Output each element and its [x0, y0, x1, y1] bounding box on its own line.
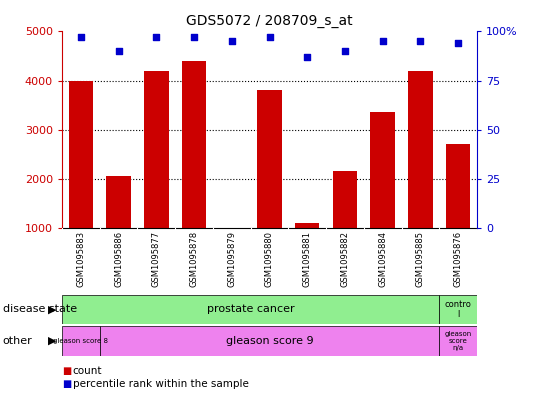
Text: prostate cancer: prostate cancer — [207, 305, 294, 314]
Point — [378, 38, 387, 44]
Point — [152, 34, 161, 40]
Text: GSM1095878: GSM1095878 — [190, 231, 198, 287]
Bar — [295, 223, 320, 277]
Bar — [106, 176, 131, 277]
Point — [114, 48, 123, 54]
Point — [303, 54, 312, 60]
Text: ▶: ▶ — [48, 336, 57, 346]
Text: ■: ■ — [62, 379, 71, 389]
Text: GSM1095882: GSM1095882 — [341, 231, 349, 287]
Bar — [62, 326, 100, 356]
Bar — [219, 228, 244, 277]
Bar — [408, 71, 433, 277]
Text: GSM1095880: GSM1095880 — [265, 231, 274, 287]
Bar — [144, 71, 169, 277]
Text: ■: ■ — [62, 366, 71, 376]
Text: disease state: disease state — [3, 304, 77, 314]
Text: GSM1095884: GSM1095884 — [378, 231, 387, 287]
Bar — [439, 295, 477, 324]
Text: gleason score 8: gleason score 8 — [53, 338, 108, 344]
Text: GSM1095886: GSM1095886 — [114, 231, 123, 287]
Text: other: other — [3, 336, 32, 346]
Text: GSM1095877: GSM1095877 — [152, 231, 161, 287]
Text: gleason
score
n/a: gleason score n/a — [445, 331, 472, 351]
Bar — [100, 326, 439, 356]
Bar — [182, 61, 206, 277]
Point — [341, 48, 349, 54]
Point — [265, 34, 274, 40]
Bar — [446, 144, 471, 277]
Point — [454, 40, 462, 46]
Bar — [333, 171, 357, 277]
Text: GSM1095885: GSM1095885 — [416, 231, 425, 287]
Text: GSM1095879: GSM1095879 — [227, 231, 236, 287]
Text: contro
l: contro l — [445, 300, 472, 319]
Text: count: count — [73, 366, 102, 376]
Text: GSM1095881: GSM1095881 — [303, 231, 312, 287]
Title: GDS5072 / 208709_s_at: GDS5072 / 208709_s_at — [186, 14, 353, 28]
Text: GSM1095883: GSM1095883 — [77, 231, 85, 287]
Bar — [68, 81, 93, 277]
Point — [77, 34, 85, 40]
Bar — [439, 326, 477, 356]
Point — [227, 38, 236, 44]
Point — [190, 34, 198, 40]
Point — [416, 38, 425, 44]
Text: GSM1095876: GSM1095876 — [454, 231, 462, 287]
Text: gleason score 9: gleason score 9 — [226, 336, 313, 346]
Bar — [370, 112, 395, 277]
Bar — [257, 90, 282, 277]
Text: ▶: ▶ — [48, 304, 57, 314]
Text: percentile rank within the sample: percentile rank within the sample — [73, 379, 248, 389]
